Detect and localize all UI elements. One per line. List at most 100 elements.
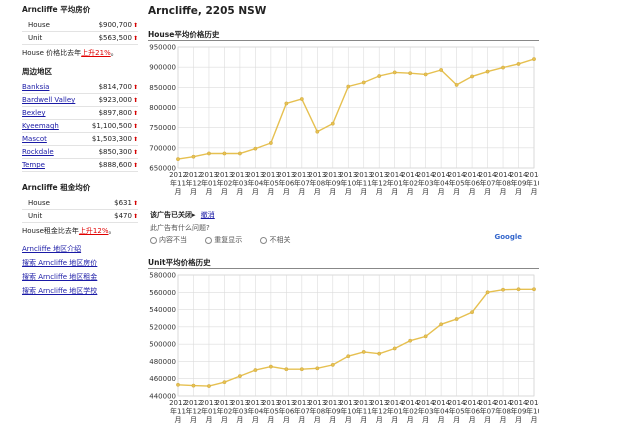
house-x-tick-label: 2014 [417, 171, 435, 179]
search-school-link[interactable]: 搜索 Arncliffe 地区学校 [22, 287, 98, 295]
unit-y-tick-label: 540000 [149, 306, 176, 314]
sidebar: Arncliffe 平均房价 House $900,700⬆ Unit $563… [22, 4, 138, 300]
nearby-link-tempe[interactable]: Tempe [22, 161, 45, 169]
unit-data-point [516, 287, 521, 292]
unit-x-tick-label: 2014 [494, 399, 512, 407]
nearby-link-kyeemagh[interactable]: Kyeemagh [22, 122, 59, 130]
house-data-point [423, 72, 428, 77]
house-data-point [238, 151, 242, 156]
table-row: Mascot $1,503,300⬆ [22, 132, 138, 146]
unit-data-point [454, 317, 459, 321]
table-row: Tempe $888,600⬆ [22, 158, 138, 172]
unit-plot-area [177, 274, 535, 397]
unit-x-tick-label: 月 [500, 416, 507, 424]
unit-x-tick-label: 年03 [418, 407, 434, 416]
ad-options: 内容不当 重复显示 不相关 [150, 235, 530, 245]
nearby-link-bardwell-valley[interactable]: Bardwell Valley [22, 96, 76, 104]
unit-x-tick-label: 月 [205, 416, 212, 424]
house-x-tick-label: 2013 [339, 171, 357, 179]
unit-x-tick-label: 年09 [325, 407, 341, 416]
search-house-price-link[interactable]: 搜索 Arncliffe 地区房价 [22, 259, 98, 267]
unit-x-tick-label: 年08 [495, 407, 511, 416]
unit-x-tick-label: 2013 [293, 399, 311, 407]
ad-option[interactable]: 内容不当 [150, 236, 195, 244]
unit-y-tick-label: 480000 [149, 358, 176, 366]
area-intro-link[interactable]: Arncliffe 地区介绍 [22, 245, 82, 253]
unit-x-tick-label: 2013 [324, 399, 342, 407]
house-series-line [177, 58, 535, 160]
house-x-tick-label: 2013 [246, 171, 264, 179]
house-x-tick-label: 2013 [231, 171, 249, 179]
up-arrow-icon: ⬆ [132, 200, 138, 207]
unit-x-tick-label: 2014 [510, 399, 528, 407]
radio-icon[interactable] [205, 236, 213, 244]
house-x-tick-label: 年12 [186, 179, 202, 188]
house-x-tick-label: 月 [407, 188, 414, 196]
rent-value: $631 [114, 199, 132, 207]
search-rent-link[interactable]: 搜索 Arncliffe 地区租金 [22, 273, 98, 281]
unit-x-tick-label: 年11 [356, 407, 372, 416]
house-data-point [454, 83, 459, 87]
house-x-tick-label: 年06 [464, 179, 480, 188]
nearby-value: $1,100,500 [91, 122, 132, 130]
price-value: $900,700 [98, 21, 132, 29]
ad-option[interactable]: 重复显示 [205, 236, 250, 244]
house-x-tick-label: 月 [345, 188, 352, 196]
nearby-link-rockdale[interactable]: Rockdale [22, 148, 54, 156]
radio-icon[interactable] [150, 236, 157, 244]
house-y-tick-label: 750000 [149, 124, 176, 132]
nearby-link-bexley[interactable]: Bexley [22, 109, 46, 117]
house-x-tick-label: 月 [376, 188, 383, 196]
ad-closed-text: 该广告已关闭 [150, 211, 192, 219]
unit-price-chart: 580000 560000 540000 520000 500000 480000 4600… [149, 272, 539, 425]
house-x-tick-label: 月 [314, 188, 321, 196]
nearby-link-mascot[interactable]: Mascot [22, 135, 47, 143]
unit-data-point [392, 346, 397, 351]
table-row: Bardwell Valley $923,000⬆ [22, 93, 138, 107]
unit-x-tick-label: 年07 [294, 407, 310, 416]
unit-data-point [532, 287, 536, 292]
unit-x-tick-label: 月 [267, 416, 274, 424]
unit-x-tick-label: 2014 [401, 399, 419, 407]
house-x-tick-label: 月 [236, 188, 243, 196]
house-x-tick-label: 月 [500, 188, 507, 196]
house-x-tick-label: 2014 [432, 171, 450, 179]
house-x-tick-label: 年07 [480, 179, 496, 188]
unit-data-point [470, 310, 474, 315]
house-x-tick-label: 年01 [387, 179, 403, 188]
house-data-point [176, 157, 180, 162]
unit-x-tick-label: 年09 [511, 407, 527, 416]
house-x-tick-label: 2014 [510, 171, 528, 179]
unit-x-tick-label: 月 [531, 416, 538, 424]
house-x-tick-label: 月 [360, 188, 367, 196]
nearby-value: $888,600 [98, 161, 132, 169]
unit-x-tick-label: 月 [438, 416, 445, 424]
unit-x-tick-label: 年02 [402, 407, 418, 416]
house-x-tick-label: 2014 [386, 171, 404, 179]
up-arrow-icon: ⬆ [132, 110, 138, 117]
table-row: House $900,700⬆ [22, 19, 138, 32]
unit-x-tick-label: 月 [314, 416, 321, 424]
house-data-point [485, 69, 490, 74]
house-x-tick-label: 年10 [340, 179, 356, 188]
up-arrow-icon: ⬆ [132, 35, 138, 42]
nearby-link-banksia[interactable]: Banksia [22, 83, 50, 91]
rent-yoy-prefix: House租金比去年 [22, 227, 79, 235]
house-x-tick-label: 2013 [308, 171, 326, 179]
table-row: Banksia $814,700⬆ [22, 81, 138, 94]
house-y-tick-label: 800000 [149, 104, 176, 112]
ad-feedback-box: 该广告已关闭▸ 撤消 此广告有什么问题? 内容不当 重复显示 不相关 Googl… [150, 210, 530, 245]
ad-cancel-link[interactable]: 撤消 [200, 211, 215, 219]
house-x-tick-label: 2013 [293, 171, 311, 179]
unit-data-point [377, 351, 382, 356]
unit-x-tick-label: 年03 [232, 407, 248, 416]
unit-x-tick-label: 月 [283, 416, 290, 424]
ad-option[interactable]: 不相关 [260, 236, 298, 244]
house-x-tick-label: 月 [252, 188, 259, 196]
unit-data-point [439, 322, 444, 327]
house-data-point [191, 154, 196, 159]
house-price-chart: 950000 900000 850000 800000 750000 700000 6500… [149, 44, 539, 197]
radio-icon[interactable] [260, 236, 268, 244]
rent-yoy-suffix: 。 [108, 227, 116, 235]
nearby-value: $850,300 [98, 148, 132, 156]
